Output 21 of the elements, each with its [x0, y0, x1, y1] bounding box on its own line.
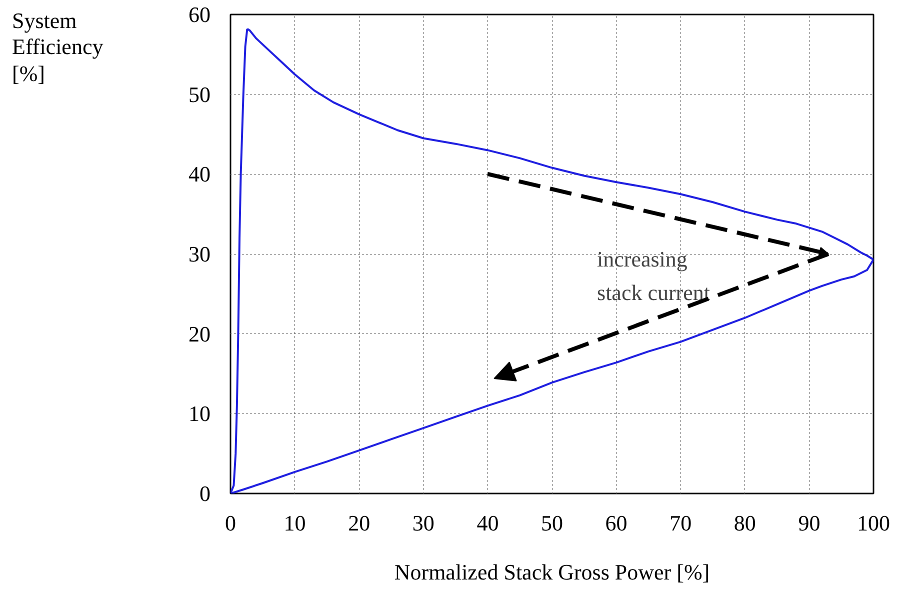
y-tick-label: 60 — [188, 2, 210, 27]
x-tick-label: 20 — [348, 510, 370, 536]
y-tick-label: 30 — [188, 242, 210, 266]
annotation: increasing stack current — [597, 246, 710, 305]
x-tick-label: 40 — [476, 510, 499, 536]
y-tick-label: 20 — [188, 321, 210, 346]
x-tick-label: 10 — [284, 510, 306, 536]
x-tick-label: 100 — [857, 510, 890, 536]
x-tick-label: 30 — [412, 510, 434, 536]
x-axis-title: Normalized Stack Gross Power [%] — [394, 560, 710, 584]
x-tick-label: 0 — [225, 510, 236, 536]
y-axis-title: System Efficiency [%] — [12, 8, 104, 88]
x-tick-label: 90 — [798, 510, 820, 536]
y-tick-label: 0 — [200, 481, 210, 506]
x-tick-label: 80 — [734, 510, 756, 536]
y-tick-label: 10 — [188, 401, 210, 426]
x-tick-label: 60 — [605, 510, 628, 536]
y-tick-label: 40 — [188, 162, 210, 187]
y-tick-label: 50 — [188, 82, 210, 107]
x-tick-label: 50 — [541, 510, 563, 536]
x-tick-label: 70 — [670, 510, 692, 536]
